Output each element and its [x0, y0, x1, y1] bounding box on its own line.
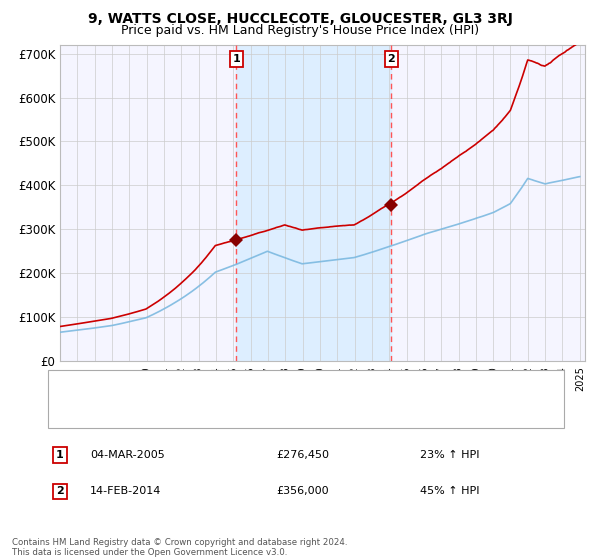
- Text: 04-MAR-2005: 04-MAR-2005: [90, 450, 165, 460]
- Text: 14-FEB-2014: 14-FEB-2014: [90, 487, 161, 496]
- Text: 2: 2: [56, 487, 64, 496]
- Text: 9, WATTS CLOSE, HUCCLECOTE, GLOUCESTER, GL3 3RJ: 9, WATTS CLOSE, HUCCLECOTE, GLOUCESTER, …: [88, 12, 512, 26]
- Text: HPI: Average price, detached house, Gloucester: HPI: Average price, detached house, Glou…: [102, 409, 352, 419]
- Text: 45% ↑ HPI: 45% ↑ HPI: [420, 487, 479, 496]
- Text: 23% ↑ HPI: 23% ↑ HPI: [420, 450, 479, 460]
- Text: ——: ——: [66, 380, 91, 393]
- Text: £356,000: £356,000: [276, 487, 329, 496]
- Text: 2: 2: [388, 54, 395, 64]
- Text: Price paid vs. HM Land Registry's House Price Index (HPI): Price paid vs. HM Land Registry's House …: [121, 24, 479, 37]
- Text: 1: 1: [232, 54, 240, 64]
- Text: 1: 1: [56, 450, 64, 460]
- Bar: [236, 45, 391, 361]
- Text: 9, WATTS CLOSE, HUCCLECOTE, GLOUCESTER, GL3 3RJ (detached house): 9, WATTS CLOSE, HUCCLECOTE, GLOUCESTER, …: [102, 381, 483, 391]
- Text: Contains HM Land Registry data © Crown copyright and database right 2024.
This d: Contains HM Land Registry data © Crown c…: [12, 538, 347, 557]
- Text: £276,450: £276,450: [276, 450, 329, 460]
- Text: ——: ——: [66, 407, 91, 420]
